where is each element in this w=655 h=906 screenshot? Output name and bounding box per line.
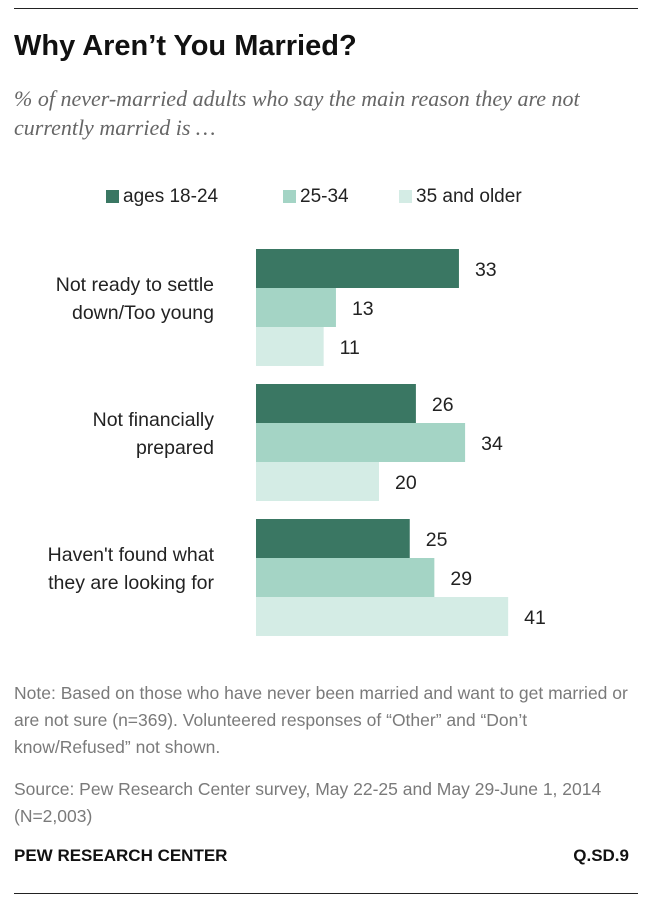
category-label: down/Too young [72, 302, 214, 324]
bar-1 [256, 249, 459, 288]
data-label: 26 [432, 394, 454, 416]
data-label: 29 [450, 568, 472, 590]
chart-subtitle: % of never-married adults who say the ma… [14, 86, 580, 140]
bar-2 [256, 558, 435, 597]
chart-title: Why Aren’t You Married? [14, 30, 357, 62]
legend-label-3: 35 and older [416, 186, 522, 207]
data-label: 33 [475, 259, 497, 281]
bar-chart: ages 18-24 25-34 35 and older Not ready to… [48, 186, 546, 636]
bar-2 [256, 423, 466, 462]
category-label: Not financially [93, 409, 215, 431]
data-label: 20 [395, 472, 417, 494]
data-label: 11 [340, 337, 360, 359]
bar-1 [256, 384, 416, 423]
bottom-rule [14, 893, 638, 894]
data-label: 34 [481, 433, 503, 455]
bar-3 [256, 327, 324, 366]
data-label: 41 [524, 607, 546, 629]
footer-organization: PEW RESEARCH CENTER [14, 846, 228, 865]
data-label: 25 [426, 529, 448, 551]
legend-swatch-2 [283, 190, 296, 203]
category-label: they are looking for [48, 572, 214, 594]
chart-note: Note: Based on those who have never been… [14, 683, 628, 757]
data-label: 13 [352, 298, 374, 320]
top-rule [14, 8, 638, 9]
bar-groups: Not ready to settle down/Too young 33 13 11 N… [48, 249, 546, 636]
category-label: Haven't found what [48, 544, 215, 566]
legend-swatch-3 [399, 190, 412, 203]
category-label: Not ready to settle [56, 274, 214, 296]
legend: ages 18-24 25-34 35 and older [106, 186, 522, 207]
legend-swatch-1 [106, 190, 119, 203]
chart-source: Source: Pew Research Center survey, May … [14, 779, 602, 826]
legend-label-1: ages 18-24 [123, 186, 219, 207]
bar-3 [256, 597, 509, 636]
footer-question-code: Q.SD.9 [573, 846, 629, 865]
bar-1 [256, 519, 410, 558]
category-label: prepared [136, 437, 214, 459]
bar-2 [256, 288, 336, 327]
bar-3 [256, 462, 379, 501]
legend-label-2: 25-34 [300, 186, 349, 207]
